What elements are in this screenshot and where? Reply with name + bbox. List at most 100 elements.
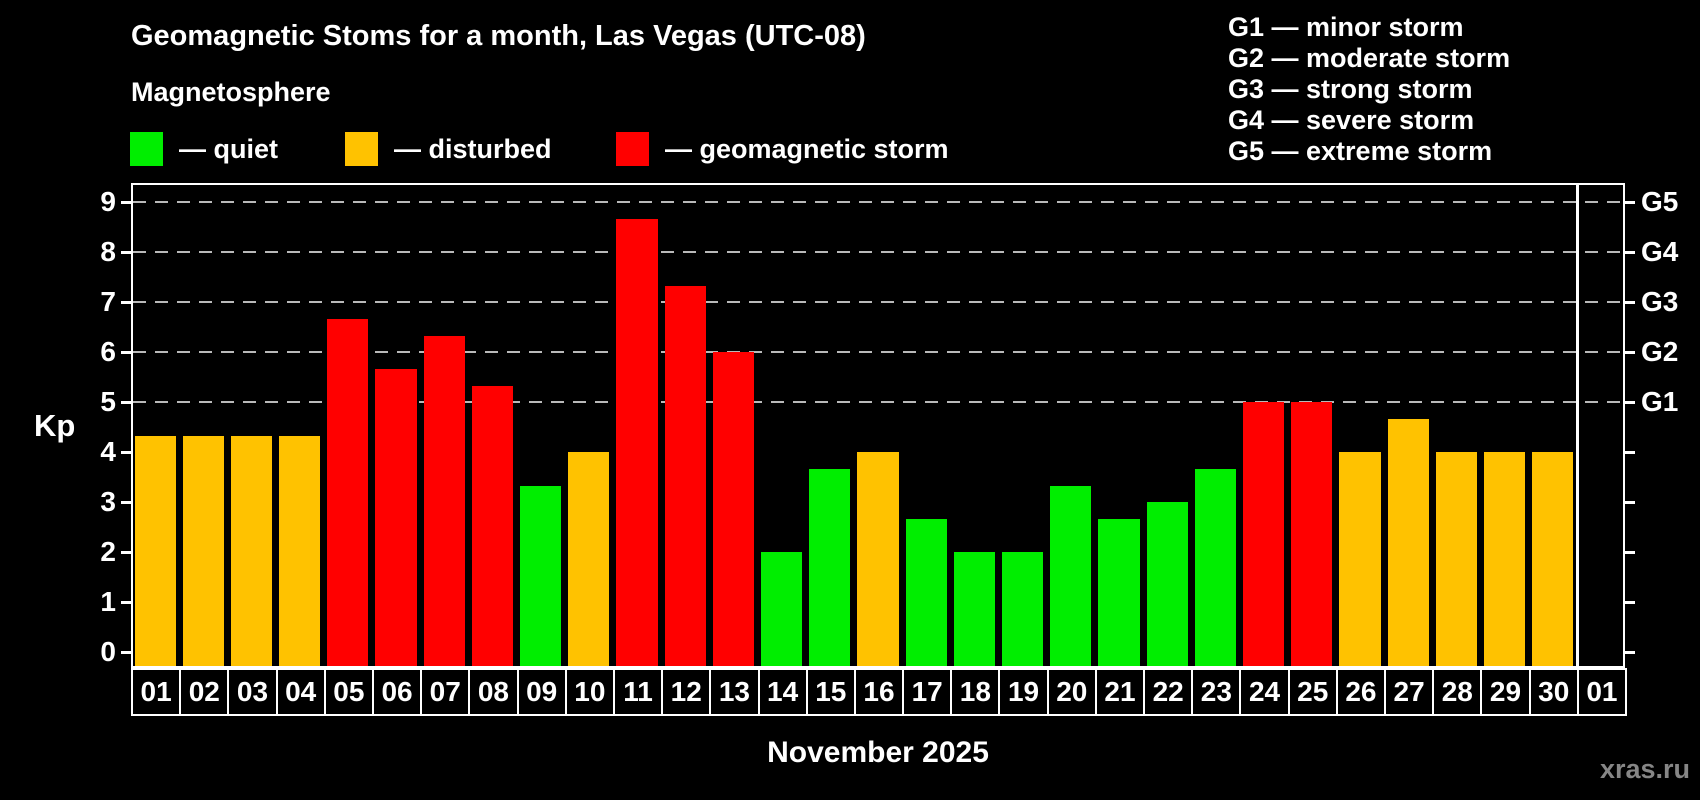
y-axis-label-8: 8 [100, 236, 116, 267]
day-cell-18: 18 [950, 668, 1001, 716]
legend-item-disturbed: — disturbed [345, 130, 552, 168]
bar-day-21-quiet [1098, 518, 1140, 666]
day-cell-27: 27 [1384, 668, 1435, 716]
bar-day-03-disturbed [230, 435, 273, 666]
bar-day-19-quiet [1001, 552, 1044, 666]
day-cell-13: 13 [709, 668, 760, 716]
y-axis-tick-left-5 [121, 401, 131, 404]
kp-axis-title: Kp [34, 408, 76, 443]
day-cell-8: 08 [468, 668, 519, 716]
bar-day-02-disturbed [182, 435, 224, 666]
day-cell-9: 09 [516, 668, 567, 716]
y-axis-label-0: 0 [100, 636, 116, 667]
y-axis-tick-right-1 [1625, 601, 1635, 604]
watermark: xras.ru [1599, 754, 1690, 784]
bar-day-20-quiet [1050, 485, 1092, 666]
day-cell-5: 05 [323, 668, 374, 716]
bar-day-30-disturbed [1532, 452, 1574, 666]
y-axis-label-1: 1 [100, 586, 116, 617]
day-cell-7: 07 [420, 668, 471, 716]
y-axis-tick-right-5 [1625, 401, 1635, 404]
y-axis-tick-right-3 [1625, 501, 1635, 504]
day-cell-1: 01 [131, 668, 182, 716]
day-cell-24: 24 [1239, 668, 1290, 716]
bar-day-18-quiet [953, 552, 995, 666]
g-axis-label-G1: G1 [1641, 386, 1679, 417]
y-axis-label-6: 6 [100, 336, 116, 367]
y-axis-tick-left-2 [121, 551, 131, 554]
gridline-kp8 [133, 251, 1623, 253]
chart-title: Geomagnetic Stoms for a month, Las Vegas… [131, 20, 866, 52]
y-axis-tick-right-0 [1625, 651, 1635, 654]
day-cell-30: 30 [1528, 668, 1579, 716]
g-axis-label-G5: G5 [1641, 186, 1679, 217]
g-scale-line-3: G3 — strong storm [1228, 74, 1473, 104]
g-scale-line-2: G2 — moderate storm [1228, 43, 1511, 73]
day-cell-10: 10 [564, 668, 615, 716]
y-axis-tick-left-7 [121, 301, 131, 304]
day-cell-12: 12 [661, 668, 712, 716]
chart-subtitle: Magnetosphere [131, 77, 331, 107]
day-cell-11: 11 [612, 668, 664, 716]
bar-day-23-quiet [1194, 468, 1236, 666]
day-cell-25: 25 [1287, 668, 1338, 716]
legend-item-quiet: — quiet [130, 130, 278, 168]
bar-day-08-storm [471, 385, 514, 666]
day-cell-29: 29 [1480, 668, 1531, 716]
bar-day-22-quiet [1146, 502, 1188, 666]
day-cell-16: 16 [853, 668, 905, 716]
bar-day-05-storm [327, 318, 369, 666]
bar-day-10-disturbed [568, 452, 610, 666]
day-cell-17: 17 [902, 668, 953, 716]
month-label: November 2025 [767, 736, 989, 769]
y-axis-tick-left-9 [121, 201, 131, 204]
gridline-kp5 [133, 401, 1623, 403]
bar-day-27-disturbed [1387, 418, 1429, 666]
bar-day-15-quiet [809, 468, 851, 666]
g-scale-legend: G1 — minor storm G2 — moderate storm G3 — … [1228, 12, 1510, 167]
y-axis-tick-left-0 [121, 651, 131, 654]
bar-day-11-storm [616, 218, 658, 666]
legend-swatch-disturbed [345, 132, 378, 166]
bar-day-28-disturbed [1435, 452, 1477, 666]
y-axis-label-3: 3 [100, 486, 116, 517]
gridline-kp9 [133, 201, 1623, 203]
bar-day-29-disturbed [1483, 452, 1526, 666]
gridline-kp7 [133, 301, 1623, 303]
bar-day-16-disturbed [857, 452, 899, 666]
y-axis-label-4: 4 [100, 436, 116, 467]
y-axis-label-5: 5 [100, 386, 116, 417]
bar-day-04-disturbed [279, 435, 321, 666]
day-cell-28: 28 [1432, 668, 1483, 716]
g-scale-line-4: G4 — severe storm [1228, 105, 1475, 135]
y-axis-tick-left-6 [121, 351, 131, 354]
day-cell-14: 14 [757, 668, 808, 716]
day-cell-4: 04 [275, 668, 326, 716]
g-scale-line-1: G1 — minor storm [1228, 12, 1464, 42]
day-cell-23: 23 [1191, 668, 1242, 716]
g-scale-line-5: G5 — extreme storm [1228, 136, 1493, 166]
legend-swatch-storm [616, 132, 649, 166]
day-cell-2: 02 [179, 668, 230, 716]
bar-day-12-storm [664, 285, 706, 666]
bar-day-13-storm [712, 352, 754, 666]
month-divider [1575, 183, 1579, 668]
y-axis-tick-left-8 [121, 251, 131, 254]
day-cell-15: 15 [805, 668, 856, 716]
y-axis-tick-right-8 [1625, 251, 1635, 254]
y-axis-label-2: 2 [100, 536, 116, 567]
bar-day-25-storm [1291, 402, 1333, 666]
bar-day-26-disturbed [1339, 452, 1381, 666]
y-axis-tick-right-9 [1625, 201, 1635, 204]
y-axis-tick-left-3 [121, 501, 131, 504]
legend-swatch-quiet [130, 132, 163, 166]
bar-day-06-storm [375, 368, 417, 666]
y-axis-tick-right-4 [1625, 451, 1635, 454]
y-axis-label-9: 9 [100, 186, 116, 217]
legend-item-storm: — geomagnetic storm [616, 130, 949, 168]
day-cell-22: 22 [1143, 668, 1194, 716]
y-axis-tick-left-1 [121, 601, 131, 604]
day-cell-26: 26 [1335, 668, 1387, 716]
